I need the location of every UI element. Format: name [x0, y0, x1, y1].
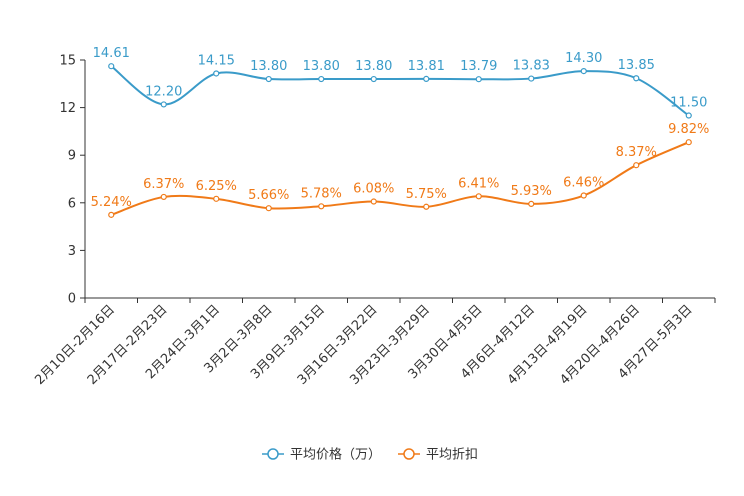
data-point[interactable] [423, 203, 430, 210]
data-label: 5.24% [91, 195, 132, 210]
y-tick-label: 9 [68, 149, 76, 164]
data-label: 6.46% [563, 176, 604, 191]
data-point[interactable] [265, 75, 272, 83]
data-point[interactable] [475, 193, 482, 200]
data-point[interactable] [370, 75, 377, 83]
data-point[interactable] [580, 68, 587, 75]
data-point[interactable] [475, 76, 482, 83]
data-point[interactable] [423, 75, 430, 82]
price-line [110, 65, 690, 117]
data-label: 9.82% [668, 122, 709, 137]
data-label: 13.80 [250, 59, 287, 74]
data-label: 13.81 [408, 59, 445, 74]
y-tick-label: 3 [68, 244, 76, 259]
data-point[interactable] [108, 211, 115, 218]
data-point[interactable] [318, 75, 325, 83]
data-label: 13.80 [355, 59, 392, 74]
data-label: 8.37% [616, 145, 657, 160]
data-label: 14.61 [93, 46, 130, 61]
data-label: 13.83 [513, 59, 550, 74]
data-point[interactable] [160, 101, 167, 108]
data-label: 6.37% [143, 177, 184, 192]
legend-item-discount[interactable]: 平均折扣 [398, 448, 478, 463]
data-label: 12.20 [145, 84, 182, 99]
data-point[interactable] [633, 75, 640, 82]
y-tick-label: 0 [68, 292, 76, 307]
data-label: 13.79 [460, 59, 497, 74]
data-point[interactable] [528, 200, 535, 208]
data-point[interactable] [685, 112, 692, 119]
legend-marker-icon [267, 448, 279, 460]
legend-label: 平均折扣 [426, 448, 478, 463]
y-tick-label: 6 [68, 196, 76, 211]
data-label: 14.15 [198, 53, 235, 68]
data-label: 11.50 [670, 96, 707, 111]
data-label: 6.41% [458, 176, 499, 191]
data-label: 14.30 [565, 51, 602, 66]
data-point[interactable] [265, 205, 272, 212]
data-point[interactable] [685, 139, 692, 146]
series-layer: 14.61 12.20 14.15 13.80 13.80 13.80 13.81 13.79… [91, 46, 709, 218]
data-point[interactable] [633, 162, 640, 169]
data-label: 5.93% [511, 184, 552, 199]
y-axis: 0 3 6 9 12 15 [59, 54, 86, 307]
data-label: 5.66% [248, 188, 289, 203]
discount-line [110, 141, 690, 216]
data-label: 5.78% [301, 186, 342, 201]
data-point[interactable] [160, 193, 167, 201]
y-tick-label: 15 [59, 54, 76, 69]
data-point[interactable] [108, 63, 115, 70]
data-label: 13.85 [618, 58, 655, 73]
legend-marker-icon [403, 448, 415, 460]
series-discount: 5.24% 6.37% 6.25% 5.66% 5.78% 6.08% 5.75% 6.41%… [91, 122, 709, 218]
data-point[interactable] [213, 195, 220, 202]
data-point[interactable] [580, 192, 587, 199]
legend: 平均价格（万） 平均折扣 [262, 447, 478, 463]
data-point[interactable] [528, 75, 535, 82]
data-point[interactable] [213, 70, 220, 77]
y-tick-label: 12 [59, 101, 76, 116]
data-point[interactable] [318, 203, 325, 210]
data-label: 13.80 [303, 59, 340, 74]
series-price: 14.61 12.20 14.15 13.80 13.80 13.80 13.81 13.79… [93, 46, 707, 119]
legend-item-price[interactable]: 平均价格（万） [262, 447, 381, 463]
data-point[interactable] [370, 198, 377, 205]
x-axis: 2月10日-2月16日2月17日-2月23日2月24日-3月1日3月2日-3月8… [32, 297, 716, 388]
data-label: 5.75% [406, 187, 447, 202]
data-label: 6.25% [196, 179, 237, 194]
data-label: 6.08% [353, 182, 394, 197]
legend-label: 平均价格（万） [290, 447, 381, 463]
